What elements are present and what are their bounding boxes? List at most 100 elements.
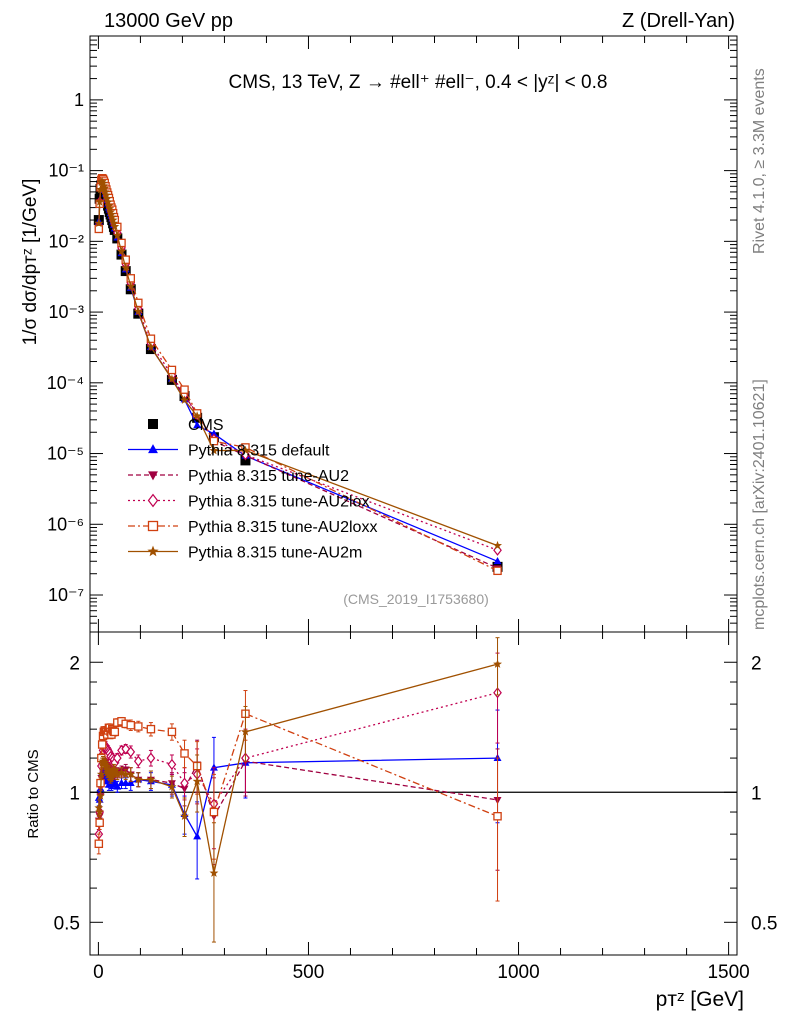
data-point bbox=[180, 385, 189, 394]
ratio-point bbox=[105, 766, 115, 775]
ratio-point bbox=[146, 724, 156, 734]
ratio-line bbox=[98, 663, 498, 874]
ratio-point bbox=[209, 763, 218, 771]
main-title: CMS, 13 TeV, Z → #ell⁺ #ell⁻, 0.4 < |yᶻ|… bbox=[229, 72, 608, 93]
main-y-axis-label: 1/σ dσ/dpᴛᶻ [1/GeV] bbox=[20, 179, 41, 346]
main-series bbox=[93, 173, 503, 576]
data-point bbox=[117, 238, 126, 248]
data-point bbox=[100, 183, 110, 193]
y-tick-label: 10⁻⁴ bbox=[47, 373, 84, 393]
data-point bbox=[121, 255, 130, 264]
legend-label: Pythia 8.315 tune-AU2m bbox=[188, 545, 362, 562]
legend-marker bbox=[148, 444, 158, 454]
legend-label: Pythia 8.315 tune-AU2 bbox=[188, 468, 349, 485]
ratio-frame bbox=[89, 631, 738, 956]
data-point bbox=[493, 540, 502, 550]
ratio-point bbox=[97, 740, 107, 749]
ratio-point bbox=[126, 769, 136, 779]
series-pythia-8-315-tune-au2 bbox=[94, 179, 502, 573]
data-point bbox=[146, 342, 156, 351]
ratio-point bbox=[133, 755, 143, 767]
ratio-point bbox=[113, 782, 122, 790]
legend-entry-pythia-8-315-tune-au2loxx: Pythia 8.315 tune-AU2loxx bbox=[128, 519, 377, 536]
data-point bbox=[101, 190, 111, 199]
ratio-series bbox=[94, 637, 502, 943]
analysis-tag: (CMS_2019_I1753680) bbox=[343, 591, 489, 607]
data-point bbox=[96, 184, 105, 194]
series-pythia-8-315-tune-au2m bbox=[94, 176, 502, 550]
data-point bbox=[106, 207, 115, 216]
legend-entry-pythia-8-315-default: Pythia 8.315 default bbox=[128, 443, 330, 460]
ratio-point bbox=[134, 722, 143, 731]
x-axis-label: pᴛᶻ [GeV] bbox=[656, 988, 744, 1011]
data-point bbox=[110, 221, 120, 231]
ratio-series-pythia-8-315-tune-au2 bbox=[94, 731, 502, 871]
ratio-series-pythia-8-315-tune-au2lox bbox=[94, 652, 502, 850]
ratio-point bbox=[95, 818, 104, 828]
series-line bbox=[98, 180, 498, 547]
legend-marker bbox=[148, 419, 158, 429]
mcplots-label: mcplots.cern.ch [arXiv:2401.10621] bbox=[751, 379, 768, 630]
data-point bbox=[167, 374, 177, 383]
ratio-point bbox=[112, 752, 122, 764]
legend-label: Pythia 8.315 default bbox=[188, 443, 330, 460]
data-point bbox=[99, 181, 109, 190]
ratio-point bbox=[180, 749, 189, 758]
data-point bbox=[193, 421, 202, 429]
legend-entry-pythia-8-315-tune-au2m: Pythia 8.315 tune-AU2m bbox=[128, 545, 362, 562]
legend-marker bbox=[147, 520, 159, 532]
main-ticks: 1 10⁻¹ 10⁻² 10⁻³ 10⁻⁴ 10⁻⁵ 10⁻⁶ 10⁻⁷ bbox=[47, 36, 737, 633]
ratio-y-tick-label: 2 bbox=[69, 653, 80, 674]
ratio-point bbox=[95, 795, 104, 803]
legend-entry-pythia-8-315-tune-au2lox: Pythia 8.315 tune-AU2lox bbox=[128, 494, 369, 511]
ratio-y-axis-label: Ratio to CMS bbox=[25, 749, 42, 838]
ratio-series-pythia-8-315-tune-au2m bbox=[94, 637, 502, 943]
ratio-point bbox=[95, 807, 105, 816]
ratio-point bbox=[121, 769, 131, 779]
data-point bbox=[101, 187, 110, 196]
data-point bbox=[102, 194, 112, 203]
data-point bbox=[117, 246, 126, 256]
data-point bbox=[241, 445, 250, 455]
ratio-point bbox=[209, 868, 219, 877]
ratio-point bbox=[493, 812, 502, 821]
main-frame bbox=[89, 35, 738, 633]
y-tick-label: 10⁻⁵ bbox=[47, 444, 84, 464]
legend-label: Pythia 8.315 tune-AU2loxx bbox=[188, 519, 377, 536]
ratio-line bbox=[98, 758, 498, 821]
y-tick-label: 10⁻¹ bbox=[48, 161, 84, 181]
data-point bbox=[112, 230, 122, 240]
ratio-point bbox=[117, 768, 126, 777]
header-left: 13000 GeV pp bbox=[104, 10, 233, 32]
ratio-point bbox=[121, 778, 130, 787]
ratio-point bbox=[192, 776, 202, 786]
ratio-point bbox=[241, 727, 250, 736]
data-point bbox=[109, 218, 119, 228]
y-tick-label: 10⁻⁶ bbox=[47, 514, 84, 534]
ratio-point bbox=[209, 807, 219, 817]
ratio-point bbox=[96, 791, 105, 800]
y-tick-label: 1 bbox=[74, 90, 84, 110]
ratio-y-tick-label-right: 1 bbox=[751, 783, 762, 804]
ratio-point bbox=[146, 774, 156, 784]
legend-marker bbox=[147, 493, 159, 508]
ratio-point bbox=[133, 774, 143, 784]
x-tick-label: 1500 bbox=[707, 962, 749, 983]
ratio-point bbox=[126, 746, 136, 758]
ratio-point bbox=[94, 803, 104, 812]
data-point bbox=[493, 566, 502, 576]
data-point bbox=[133, 306, 143, 316]
ratio-point bbox=[126, 720, 136, 730]
x-tick-label: 1000 bbox=[497, 962, 539, 983]
data-point bbox=[209, 436, 219, 446]
legend-marker bbox=[147, 545, 159, 557]
series-cms bbox=[93, 180, 503, 572]
ratio-point bbox=[94, 839, 104, 849]
ratio-panel: Ratio to CMS pᴛᶻ [GeV] 0.5 0.5 1 1 2 2 0 500 100… bbox=[25, 631, 777, 1011]
ratio-point bbox=[167, 727, 177, 737]
y-tick-label: 10⁻² bbox=[48, 231, 84, 251]
ratio-point bbox=[180, 777, 189, 789]
ratio-point bbox=[110, 766, 120, 775]
legend-label: CMS bbox=[188, 417, 224, 434]
ratio-line bbox=[98, 712, 498, 844]
